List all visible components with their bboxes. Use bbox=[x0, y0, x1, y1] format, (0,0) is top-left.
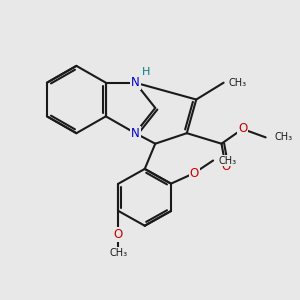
Text: CH₃: CH₃ bbox=[218, 155, 236, 166]
Text: CH₃: CH₃ bbox=[229, 78, 247, 88]
Text: O: O bbox=[221, 160, 230, 173]
Text: O: O bbox=[114, 228, 123, 241]
Text: CH₃: CH₃ bbox=[110, 248, 128, 258]
Text: N: N bbox=[131, 76, 140, 89]
Text: CH₃: CH₃ bbox=[274, 132, 292, 142]
Text: N: N bbox=[131, 127, 140, 140]
Text: H: H bbox=[142, 67, 150, 77]
Text: O: O bbox=[190, 167, 199, 180]
Text: O: O bbox=[238, 122, 247, 136]
